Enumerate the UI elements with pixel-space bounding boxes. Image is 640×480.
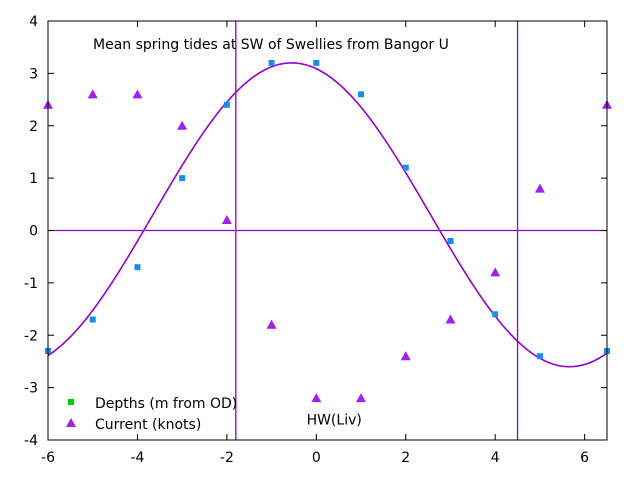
y-tick-label: 0 bbox=[29, 224, 38, 240]
current-point bbox=[490, 267, 501, 277]
y-tick-label: 4 bbox=[29, 14, 38, 30]
current-point bbox=[266, 319, 277, 329]
annotations: HW(Liv) bbox=[307, 412, 362, 428]
depth-point bbox=[402, 164, 409, 171]
current-point bbox=[534, 183, 545, 193]
current-point bbox=[177, 120, 188, 130]
current-point bbox=[445, 314, 456, 324]
current-point bbox=[400, 351, 411, 361]
current-point bbox=[356, 393, 367, 403]
depth-point bbox=[358, 91, 365, 98]
x-tick-label: 2 bbox=[401, 450, 410, 466]
current-point bbox=[87, 89, 98, 99]
reference-lines bbox=[48, 21, 607, 440]
current-point bbox=[311, 393, 322, 403]
fit-curve-line bbox=[47, 62, 608, 368]
legend-square-marker bbox=[68, 399, 74, 405]
chart-title: Mean spring tides at SW of Swellies from… bbox=[93, 37, 449, 53]
legend: Depths (m from OD) Current (knots) bbox=[66, 396, 237, 433]
x-tick-label: 4 bbox=[491, 450, 500, 466]
legend-triangle-marker bbox=[66, 418, 76, 427]
data-markers bbox=[43, 59, 612, 403]
legend-label: Current (knots) bbox=[95, 417, 201, 433]
depth-point bbox=[492, 311, 499, 318]
current-point bbox=[132, 89, 143, 99]
fit-curve bbox=[47, 62, 608, 368]
current-point bbox=[221, 215, 232, 225]
annotation-label: HW(Liv) bbox=[307, 412, 362, 428]
legend-label: Depths (m from OD) bbox=[95, 396, 237, 412]
depth-point bbox=[268, 59, 275, 66]
x-tick-label: -4 bbox=[130, 450, 144, 466]
y-tick-label: -1 bbox=[24, 276, 38, 292]
depth-point bbox=[223, 101, 230, 108]
depth-point bbox=[179, 175, 186, 182]
x-tick-label: -2 bbox=[220, 450, 234, 466]
y-tick-label: 1 bbox=[29, 171, 38, 187]
depth-point bbox=[89, 316, 96, 323]
depth-point bbox=[313, 59, 320, 66]
y-tick-label: -4 bbox=[24, 433, 38, 449]
x-tick-label: 6 bbox=[580, 450, 589, 466]
x-tick-label: -6 bbox=[41, 450, 55, 466]
x-tick-label: 0 bbox=[312, 450, 321, 466]
depth-point bbox=[134, 264, 141, 271]
y-tick-label: -3 bbox=[24, 381, 38, 397]
y-tick-label: -2 bbox=[24, 328, 38, 344]
depth-point bbox=[447, 237, 454, 244]
depth-point bbox=[536, 353, 543, 360]
y-tick-label: 3 bbox=[29, 66, 38, 82]
y-tick-label: 2 bbox=[29, 119, 38, 135]
